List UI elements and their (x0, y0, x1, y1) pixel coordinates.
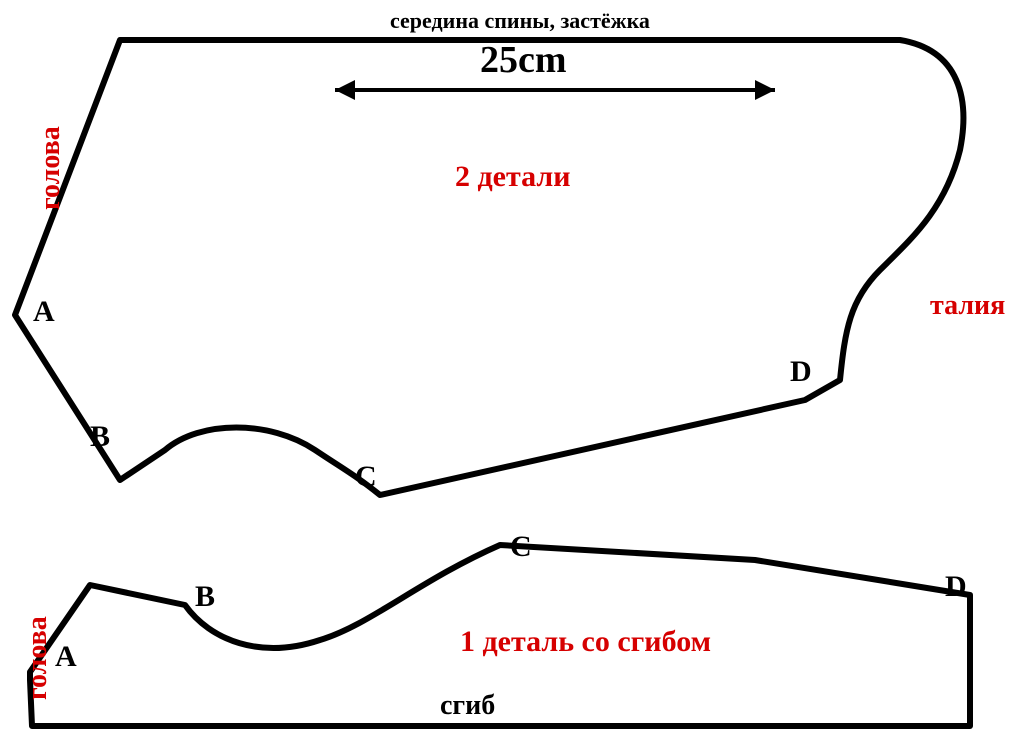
dimension-arrow (335, 80, 775, 100)
point-upper-b: B (90, 420, 110, 454)
lower-piece-title: 1 деталь со сгибом (460, 625, 711, 659)
waist-label: талия (930, 290, 1005, 322)
dimension-label: 25cm (480, 38, 567, 82)
head-label-upper: голова (35, 126, 67, 210)
upper-piece-path (15, 40, 963, 495)
top-note-label: середина спины, застёжка (390, 8, 650, 34)
arrow-head-left (335, 80, 355, 100)
point-lower-d: D (945, 570, 967, 604)
upper-piece-title: 2 детали (455, 160, 570, 194)
head-label-lower: голова (22, 616, 54, 700)
point-lower-c: C (510, 530, 532, 564)
point-upper-a: A (33, 295, 55, 329)
point-upper-d: D (790, 355, 812, 389)
arrow-head-right (755, 80, 775, 100)
upper-piece-outline (15, 40, 963, 495)
point-upper-c: C (355, 460, 377, 494)
point-lower-a: A (55, 640, 77, 674)
point-lower-b: B (195, 580, 215, 614)
fold-label: сгиб (440, 690, 495, 722)
